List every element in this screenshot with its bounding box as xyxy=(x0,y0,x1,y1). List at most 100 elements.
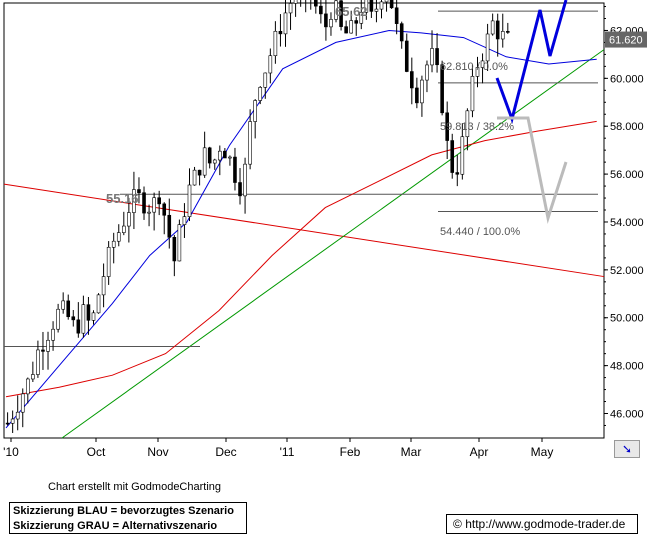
candle-body xyxy=(162,203,167,216)
y-tick-label: 50.000 xyxy=(610,313,644,325)
candle-body xyxy=(268,55,273,74)
candle-body xyxy=(384,0,389,3)
candle-body xyxy=(76,319,81,334)
candle-body xyxy=(475,67,480,77)
y-tick-label: 58.000 xyxy=(610,121,644,133)
arrow-right-icon: ➘ xyxy=(621,442,633,456)
annotations: 65.62 55.16 62.810 / 0.0% 59.813 / 38.2% 54.… xyxy=(106,4,647,238)
candle-body xyxy=(258,87,263,101)
candle-body xyxy=(15,411,20,420)
candle-body xyxy=(485,33,490,62)
chart-credit: Chart erstellt mit GodmodeCharting xyxy=(48,481,222,493)
y-tick-label: 48.000 xyxy=(610,361,644,373)
copyright-icon: © xyxy=(453,517,462,531)
moving-average-red xyxy=(5,120,597,398)
blue-scenario-path xyxy=(495,0,568,125)
x-tick-label: Nov xyxy=(147,445,168,459)
candle-body xyxy=(157,197,161,205)
anno-fib-top: 62.810 / 0.0% xyxy=(440,61,508,73)
candle-body xyxy=(243,163,247,197)
candle-body xyxy=(389,0,394,9)
candle-body xyxy=(374,8,379,12)
candle-body xyxy=(460,136,465,175)
candle-body xyxy=(314,0,318,7)
candle-body xyxy=(450,140,455,173)
candle-body xyxy=(46,339,50,352)
y-axis: 46.000 48.000 50.000 52.000 54.000 56.000 58.0… xyxy=(604,6,644,426)
candle-body xyxy=(399,23,404,42)
candle-body xyxy=(202,147,207,176)
candle-body xyxy=(36,349,40,375)
y-tick-label: 60.000 xyxy=(610,73,644,85)
y-tick-label: 46.000 xyxy=(610,409,644,421)
candle-body xyxy=(5,422,10,425)
candle-body xyxy=(96,294,101,314)
candle-body xyxy=(31,374,35,380)
candle-body xyxy=(404,40,409,72)
candle-body xyxy=(101,276,106,296)
candle-body xyxy=(253,100,257,122)
candle-body xyxy=(445,112,449,141)
candle-body xyxy=(228,156,232,159)
candle-body xyxy=(187,184,192,217)
candle-body xyxy=(339,0,343,27)
candle-body xyxy=(273,30,278,57)
candle-body xyxy=(425,64,429,81)
candle-body xyxy=(142,192,146,214)
candle-body xyxy=(223,150,227,159)
candle-body xyxy=(354,20,359,24)
x-tick-label: Oct xyxy=(87,445,106,459)
candle-body xyxy=(26,378,30,395)
candle-body xyxy=(248,121,252,165)
candle-body xyxy=(207,147,212,164)
y-tick-label: 52.000 xyxy=(610,265,644,277)
scenario-legend: Skizzierung BLAU = bevorzugtes Szenario … xyxy=(9,502,247,534)
candle-body xyxy=(435,48,439,66)
candle-body xyxy=(66,300,71,318)
y-tick-label: 54.000 xyxy=(610,217,644,229)
candle-body xyxy=(334,0,338,20)
plot-frame xyxy=(3,2,605,439)
candle-body xyxy=(480,60,485,68)
x-tick-label: '11 xyxy=(280,445,295,459)
candle-body xyxy=(293,0,298,4)
candle-body xyxy=(359,11,364,24)
source-url: http://www.godmode-trader.de xyxy=(465,517,626,531)
price-chart: 46.000 48.000 50.000 52.000 54.000 56.000 58.0… xyxy=(3,0,647,459)
x-axis: '10 Oct Nov Dec '11 Feb Mar Apr May xyxy=(3,438,553,459)
gray-scenario-path xyxy=(497,116,568,224)
candle-body xyxy=(455,172,460,175)
candle-body xyxy=(116,232,121,242)
anno-fib-bottom: 54.440 / 100.0% xyxy=(440,226,520,238)
candle-body xyxy=(197,169,202,176)
candle-body xyxy=(490,20,495,35)
candle-body xyxy=(278,30,283,35)
current-price-badge xyxy=(605,31,647,48)
candle-body xyxy=(440,64,444,114)
candle-body xyxy=(111,240,116,248)
source-link[interactable]: © http://www.godmode-trader.de xyxy=(446,514,638,534)
candle-body xyxy=(495,20,500,40)
anno-fib-mid: 59.813 / 38.2% xyxy=(440,121,514,133)
candle-body xyxy=(167,214,172,238)
candle-body xyxy=(106,246,111,277)
candle-body xyxy=(283,12,288,35)
candle-body xyxy=(364,0,369,13)
candle-body xyxy=(152,197,156,213)
plot-area xyxy=(3,0,605,439)
candle-body xyxy=(137,189,141,194)
candle-body xyxy=(470,76,475,112)
candle-body xyxy=(288,3,293,14)
candle-body xyxy=(51,328,55,341)
anno-high: 65.62 xyxy=(335,4,368,19)
scroll-right-button[interactable]: ➘ xyxy=(614,440,640,458)
candle-body xyxy=(344,26,348,34)
x-tick-label: '10 xyxy=(3,445,19,459)
legend-blue: Skizzierung BLAU = bevorzugtes Szenario xyxy=(13,505,234,517)
candle-body xyxy=(122,225,126,233)
candle-body xyxy=(238,182,242,197)
x-tick-label: Mar xyxy=(401,445,422,459)
candle-body xyxy=(91,312,96,321)
x-tick-label: Dec xyxy=(215,445,236,459)
candle-body xyxy=(41,349,45,352)
